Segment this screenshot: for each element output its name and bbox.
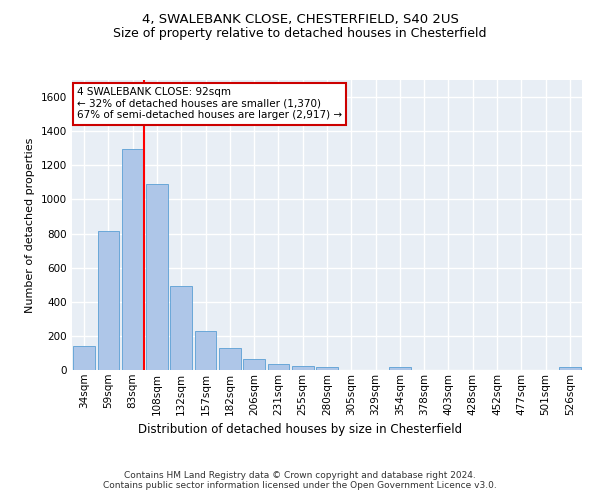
Y-axis label: Number of detached properties: Number of detached properties: [25, 138, 35, 312]
Text: Distribution of detached houses by size in Chesterfield: Distribution of detached houses by size …: [138, 422, 462, 436]
Bar: [170, 286, 192, 370]
Bar: [292, 366, 314, 370]
Bar: [146, 184, 168, 370]
Bar: [389, 368, 411, 370]
Bar: [243, 359, 265, 370]
Bar: [268, 364, 289, 370]
Bar: [97, 231, 119, 370]
Text: Contains HM Land Registry data © Crown copyright and database right 2024.
Contai: Contains HM Land Registry data © Crown c…: [103, 470, 497, 490]
Bar: [122, 149, 143, 370]
Bar: [559, 368, 581, 370]
Bar: [316, 368, 338, 370]
Bar: [73, 346, 95, 370]
Text: 4 SWALEBANK CLOSE: 92sqm
← 32% of detached houses are smaller (1,370)
67% of sem: 4 SWALEBANK CLOSE: 92sqm ← 32% of detach…: [77, 87, 342, 120]
Bar: [194, 331, 217, 370]
Bar: [219, 348, 241, 370]
Text: 4, SWALEBANK CLOSE, CHESTERFIELD, S40 2US: 4, SWALEBANK CLOSE, CHESTERFIELD, S40 2U…: [142, 12, 458, 26]
Text: Size of property relative to detached houses in Chesterfield: Size of property relative to detached ho…: [113, 28, 487, 40]
